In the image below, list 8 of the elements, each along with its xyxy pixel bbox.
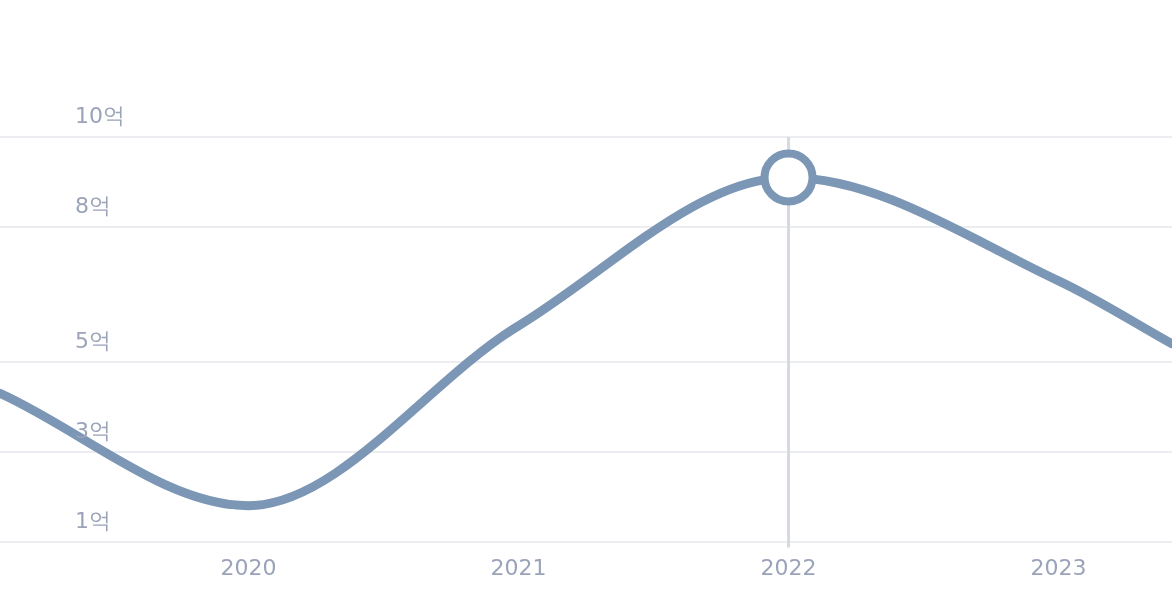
x-tick-label: 2021 [490, 554, 547, 580]
x-tick-label: 2023 [1030, 554, 1087, 580]
y-tick-label: 1억 [75, 507, 111, 533]
x-tick-label: 2020 [220, 554, 277, 580]
x-tick-label: 2022 [760, 554, 817, 580]
y-tick-label: 5억 [75, 327, 111, 353]
y-tick-label: 8억 [75, 192, 111, 218]
y-tick-label: 10억 [75, 103, 125, 128]
